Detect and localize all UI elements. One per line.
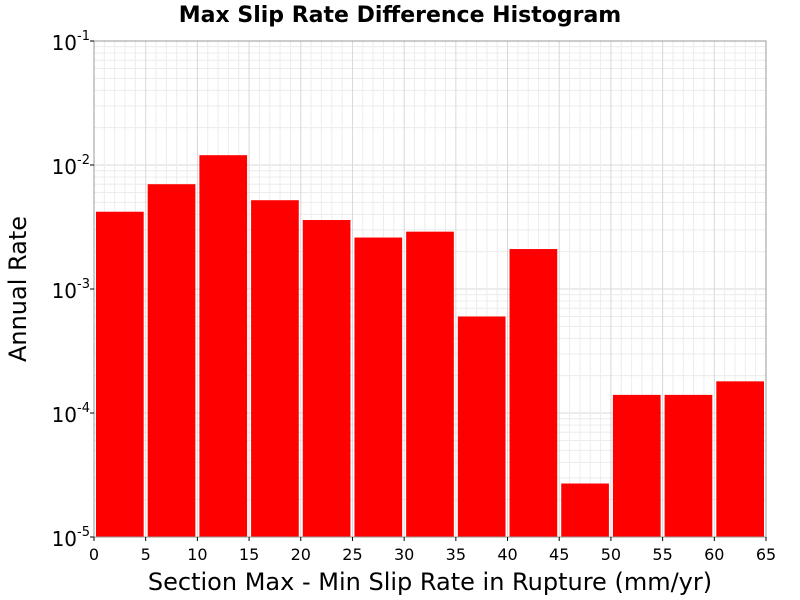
- bars: [96, 155, 764, 538]
- histogram-bar: [664, 394, 713, 537]
- histogram-bar: [457, 316, 506, 537]
- histogram-bar: [406, 231, 454, 537]
- y-ticks: 10-1 10-2 10-3 10-4 10-5: [52, 29, 94, 551]
- x-tick-label: 0: [89, 545, 99, 564]
- x-tick-label: 35: [446, 545, 466, 564]
- y-tick-label: 10-5: [52, 525, 90, 551]
- x-tick-label: 25: [342, 545, 362, 564]
- x-tick-label: 55: [652, 545, 672, 564]
- histogram-bar: [612, 394, 661, 537]
- histogram-bar: [716, 381, 764, 537]
- x-tick-label: 15: [239, 545, 259, 564]
- histogram-bar: [302, 220, 351, 537]
- histogram-bar: [251, 200, 299, 538]
- x-tick-label: 45: [549, 545, 569, 564]
- x-tick-label: 30: [394, 545, 414, 564]
- x-tick-label: 20: [291, 545, 311, 564]
- chart-title: Max Slip Rate Difference Histogram: [179, 3, 621, 28]
- y-tick-label: 10-1: [52, 29, 90, 55]
- x-tick-label: 10: [187, 545, 207, 564]
- y-tick-label: 10-2: [52, 153, 90, 179]
- x-axis-label: Section Max - Min Slip Rate in Rupture (…: [148, 568, 712, 596]
- x-tick-label: 5: [141, 545, 151, 564]
- x-tick-label: 65: [756, 545, 776, 564]
- histogram-bar: [509, 249, 558, 537]
- histogram-bar: [147, 184, 196, 538]
- x-tick-label: 50: [601, 545, 621, 564]
- x-ticks: 0 5 10 15 20 25 30 35 40 45 50 55 60 65: [89, 537, 776, 564]
- x-tick-label: 40: [497, 545, 517, 564]
- histogram-bar: [199, 155, 248, 537]
- x-tick-label: 60: [704, 545, 724, 564]
- histogram-bar: [354, 237, 403, 537]
- y-tick-label: 10-3: [52, 277, 90, 303]
- y-axis-label: Annual Rate: [4, 216, 32, 362]
- y-tick-label: 10-4: [52, 401, 90, 427]
- histogram-bar: [561, 483, 609, 537]
- histogram-bar: [96, 211, 144, 537]
